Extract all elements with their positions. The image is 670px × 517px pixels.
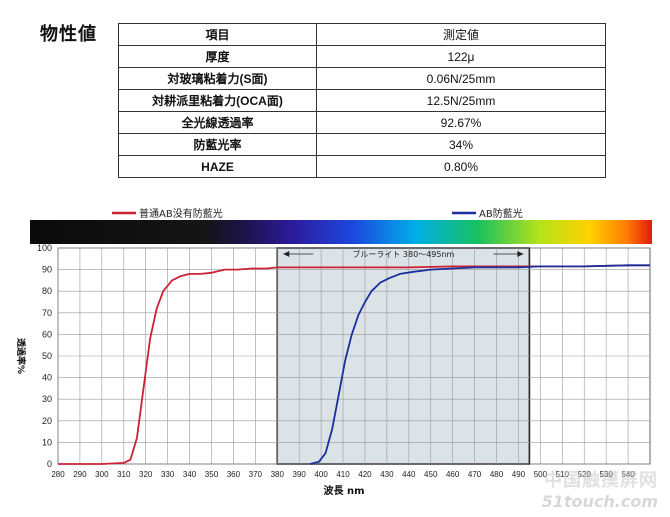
x-tick-label: 470: [468, 470, 482, 479]
y-tick-label: 80: [42, 286, 52, 296]
watermark: 中国触摸屏网 51touch.com: [542, 466, 658, 511]
x-tick-label: 300: [95, 470, 109, 479]
x-tick-label: 330: [161, 470, 175, 479]
x-tick-label: 350: [205, 470, 219, 479]
property-name-cell: 全光線透過率: [118, 111, 317, 134]
x-tick-label: 450: [424, 470, 438, 479]
x-tick-label: 420: [358, 470, 372, 479]
annotation-arrowhead-left: [283, 251, 290, 257]
annotation-arrowhead-right: [517, 251, 524, 257]
property-value-cell: 92.67%: [316, 111, 606, 134]
x-tick-label: 520: [578, 470, 592, 479]
watermark-cn: 中国触摸屏网: [544, 470, 658, 491]
y-tick-label: 70: [42, 308, 52, 318]
table-row: 対耕派里粘着力(OCA面) 12.5N/25mm: [118, 89, 606, 112]
x-axis-label: 波長 nm: [323, 484, 364, 497]
property-name-cell: 防藍光率: [118, 133, 317, 156]
x-tick-label: 280: [51, 470, 65, 479]
property-value-cell: 34%: [316, 133, 606, 156]
watermark-url: 51touch.com: [541, 492, 658, 511]
x-tick-label: 380: [271, 470, 285, 479]
property-name-cell: 項目: [118, 23, 317, 46]
y-tick-label: 10: [42, 437, 52, 447]
x-tick-label: 370: [249, 470, 263, 479]
property-name-cell: 対耕派里粘着力(OCA面): [118, 89, 317, 112]
series-line-2: [309, 264, 650, 465]
property-value-cell: 0.06N/25mm: [316, 67, 606, 90]
y-tick-label: 100: [37, 243, 52, 253]
y-tick-label: 50: [42, 351, 52, 361]
properties-table: 項目 測定値 厚度 122μ 対玻璃粘着力(S面) 0.06N/25mm 対耕派里粘着力(O…: [118, 23, 606, 178]
x-tick-label: 310: [117, 470, 131, 479]
x-tick-label: 390: [293, 470, 307, 479]
legend-label-1: 普通AB没有防藍光: [139, 207, 223, 220]
x-tick-label: 440: [402, 470, 416, 479]
x-tick-label: 490: [512, 470, 526, 479]
property-value-cell: 122μ: [316, 45, 606, 68]
y-tick-label: 60: [42, 329, 52, 339]
y-tick-label: 40: [42, 373, 52, 383]
series-line-1: [58, 264, 650, 465]
property-value-cell: 測定値: [316, 23, 606, 46]
table-row: 防藍光率 34%: [118, 133, 606, 156]
page-title: 物性値: [40, 24, 97, 45]
table-row: 全光線透過率 92.67%: [118, 111, 606, 134]
y-tick-label: 30: [42, 394, 52, 404]
table-header-row: 項目 測定値: [118, 23, 606, 46]
x-tick-label: 480: [490, 470, 504, 479]
x-tick-label: 320: [139, 470, 153, 479]
x-tick-label: 510: [556, 470, 570, 479]
property-name-cell: 対玻璃粘着力(S面): [118, 67, 317, 90]
x-tick-label: 410: [336, 470, 350, 479]
table-row: 厚度 122μ: [118, 45, 606, 68]
property-name-cell: 厚度: [118, 45, 317, 68]
property-value-cell: 0.80%: [316, 155, 606, 178]
x-tick-label: 530: [599, 470, 613, 479]
legend-label-2: AB防藍光: [479, 207, 523, 220]
x-tick-label: 340: [183, 470, 197, 479]
x-tick-label: 540: [621, 470, 635, 479]
property-name-cell: HAZE: [118, 155, 317, 178]
y-tick-label: 0: [47, 459, 52, 469]
annotation-label: ブルーライト 380～495nm: [352, 249, 454, 259]
x-tick-label: 500: [534, 470, 548, 479]
property-value-cell: 12.5N/25mm: [316, 89, 606, 112]
x-tick-label: 400: [314, 470, 328, 479]
table-row: HAZE 0.80%: [118, 155, 606, 178]
y-tick-label: 90: [42, 265, 52, 275]
y-axis-label: 透過率%: [15, 338, 27, 374]
x-tick-label: 460: [446, 470, 460, 479]
spectrum-band: [30, 220, 652, 244]
y-tick-label: 20: [42, 416, 52, 426]
x-tick-label: 360: [227, 470, 241, 479]
transmittance-chart: 280 290 300 310 320 330 340 350 360 370 380 390 400 4…: [15, 207, 652, 497]
x-tick-label: 290: [73, 470, 87, 479]
x-tick-label: 430: [380, 470, 394, 479]
table-row: 対玻璃粘着力(S面) 0.06N/25mm: [118, 67, 606, 90]
